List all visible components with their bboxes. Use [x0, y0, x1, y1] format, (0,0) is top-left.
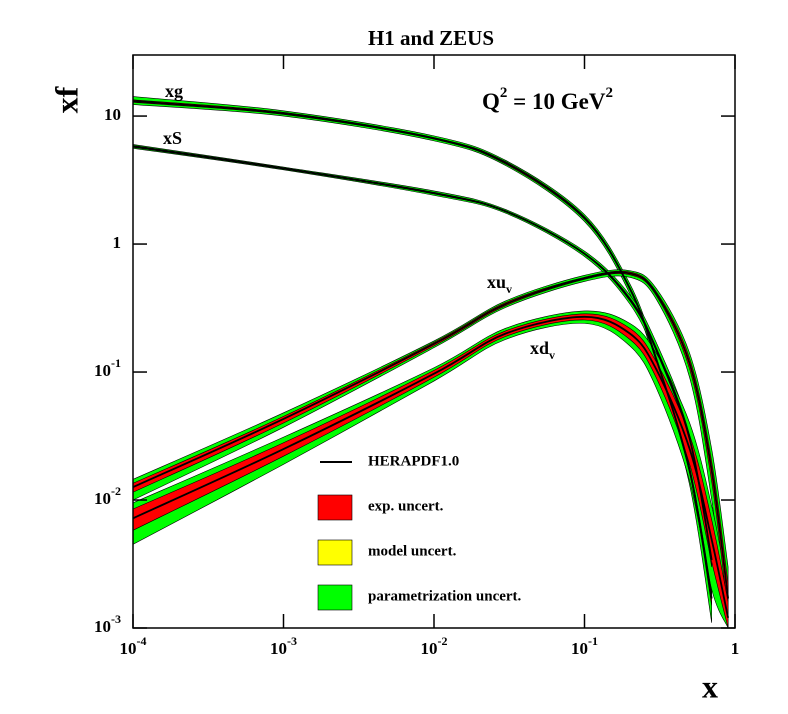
- tick-base: 10: [94, 361, 111, 380]
- central-line: [132, 315, 729, 619]
- annotation-sup: 2: [605, 85, 613, 101]
- y-tick-label: 10-2: [94, 484, 121, 508]
- tick-base: 10: [94, 489, 111, 508]
- central-line: [132, 145, 713, 561]
- y-tick-label: 10: [104, 105, 121, 124]
- tick-base: 1: [731, 639, 740, 658]
- series-label: xg: [165, 81, 183, 101]
- tick-exp: -1: [111, 356, 121, 370]
- chart-title: H1 and ZEUS: [368, 26, 494, 50]
- series-sub: v: [549, 348, 555, 362]
- tick-base: 10: [571, 639, 588, 658]
- legend-label: model uncert.: [368, 543, 457, 559]
- x-tick-label: 10-4: [120, 634, 147, 658]
- x-tick-label: 10-1: [571, 634, 598, 658]
- y-tick-label: 1: [113, 233, 122, 252]
- legend-swatch: [317, 494, 353, 521]
- tick-base: 1: [113, 233, 122, 252]
- annotation: Q2 = 10 GeV2: [482, 85, 613, 114]
- series-name: xS: [163, 128, 182, 148]
- y-axis-label: xf: [48, 86, 84, 113]
- tick-base: 10: [120, 639, 137, 658]
- series-label: xuv: [487, 272, 512, 296]
- series-label: xS: [163, 128, 182, 148]
- tick-exp: -2: [438, 634, 448, 648]
- x-axis-label: x: [702, 668, 718, 704]
- series-name: xg: [165, 81, 183, 101]
- uncertainty-band: [132, 313, 729, 629]
- uncertainty-band: [132, 96, 712, 623]
- lines: [132, 100, 730, 619]
- uncertainty-band: [132, 144, 712, 585]
- annotation-sup: 2: [500, 85, 508, 101]
- legend: HERAPDF1.0 exp. uncert. model uncert. param…: [317, 453, 522, 611]
- tick-exp: -2: [111, 484, 121, 498]
- y-tick-label: 10-1: [94, 356, 121, 380]
- series-name: xu: [487, 272, 506, 292]
- x-tick-label: 10-2: [421, 634, 448, 658]
- annotation-part: = 10 GeV: [507, 89, 605, 114]
- legend-swatch: [317, 584, 353, 611]
- tick-base: 10: [270, 639, 287, 658]
- x-tick-label: 10-3: [270, 634, 297, 658]
- central-line: [132, 271, 730, 599]
- x-tick-label: 1: [731, 639, 740, 658]
- tick-exp: -1: [588, 634, 598, 648]
- tick-base: 10: [94, 617, 111, 636]
- tick-exp: -4: [137, 634, 147, 648]
- uncertainty-band: [132, 310, 729, 629]
- series-sub: v: [506, 282, 512, 296]
- central-line: [132, 100, 713, 599]
- tick-base: 10: [421, 639, 438, 658]
- tick-base: 10: [104, 105, 121, 124]
- legend-label: HERAPDF1.0: [368, 453, 459, 469]
- legend-label: parametrization uncert.: [368, 588, 522, 604]
- legend-swatch: [317, 539, 353, 566]
- series-label: xdv: [530, 338, 555, 362]
- tick-exp: -3: [287, 634, 297, 648]
- legend-label: exp. uncert.: [368, 498, 444, 514]
- tick-exp: -3: [111, 612, 121, 626]
- annotation-part: Q: [482, 89, 500, 114]
- y-tick-label: 10-3: [94, 612, 121, 636]
- series-name: xd: [530, 338, 549, 358]
